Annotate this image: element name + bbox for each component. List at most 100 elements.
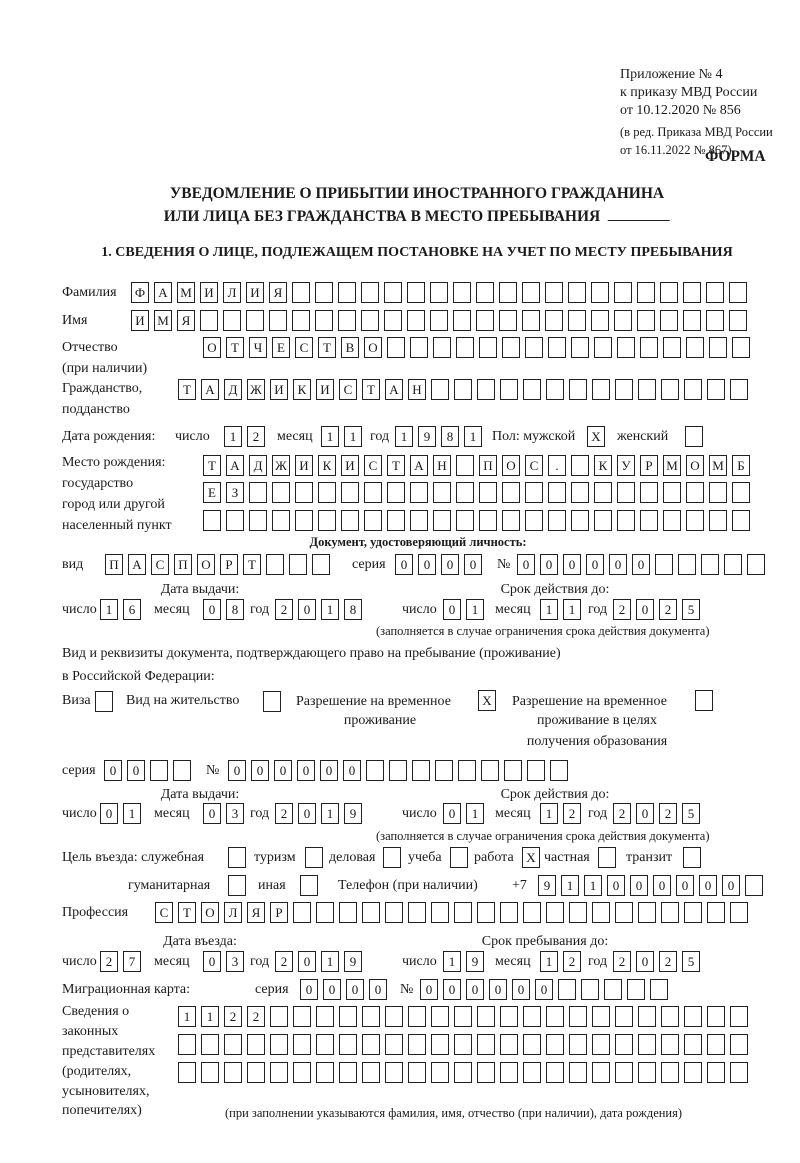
char-cell[interactable] (638, 379, 656, 400)
char-cell[interactable] (686, 337, 704, 358)
char-cell[interactable] (454, 1006, 472, 1027)
char-cell[interactable] (433, 510, 451, 531)
char-cell[interactable]: 1 (395, 426, 413, 447)
char-cell[interactable]: 7 (123, 951, 141, 972)
char-cell[interactable]: 9 (466, 951, 484, 972)
char-cell[interactable]: 0 (443, 979, 461, 1000)
char-cell[interactable]: 2 (613, 803, 631, 824)
char-cell[interactable] (226, 510, 244, 531)
char-cell[interactable] (661, 1006, 679, 1027)
char-cell[interactable]: 0 (104, 760, 122, 781)
char-cell[interactable]: 2 (275, 803, 293, 824)
char-cell[interactable] (316, 1034, 334, 1055)
char-cell[interactable]: 0 (699, 875, 717, 896)
char-cell[interactable] (545, 310, 563, 331)
char-cell[interactable]: 0 (298, 803, 316, 824)
char-cell[interactable]: С (364, 455, 382, 476)
char-cell[interactable] (479, 510, 497, 531)
char-cell[interactable] (362, 1034, 380, 1055)
temp-residence-edu-checkbox[interactable] (695, 690, 718, 711)
char-cell[interactable] (640, 510, 658, 531)
char-cell[interactable]: 0 (464, 554, 482, 575)
purpose-private-checkbox[interactable] (598, 847, 621, 868)
char-cell[interactable]: Н (433, 455, 451, 476)
char-cell[interactable] (546, 379, 564, 400)
char-cell[interactable]: К (293, 379, 311, 400)
char-cell[interactable] (339, 1062, 357, 1083)
char-cell[interactable] (627, 979, 645, 1000)
char-cell[interactable]: 0 (630, 875, 648, 896)
char-cell[interactable]: А (410, 455, 428, 476)
char-cell[interactable] (150, 760, 168, 781)
char-cell[interactable]: 0 (300, 979, 318, 1000)
char-cell[interactable] (523, 1006, 541, 1027)
char-cell[interactable]: З (226, 482, 244, 503)
char-cell[interactable] (293, 1062, 311, 1083)
char-cell[interactable]: Л (224, 902, 242, 923)
char-cell[interactable]: Ж (247, 379, 265, 400)
char-cell[interactable]: И (316, 379, 334, 400)
char-cell[interactable]: В (341, 337, 359, 358)
char-cell[interactable]: 0 (636, 599, 654, 620)
char-cell[interactable]: К (594, 455, 612, 476)
char-cell[interactable]: О (502, 455, 520, 476)
char-cell[interactable]: Я (247, 902, 265, 923)
char-cell[interactable] (730, 379, 748, 400)
char-cell[interactable]: 1 (563, 599, 581, 620)
char-cell[interactable]: 2 (224, 1006, 242, 1027)
char-cell[interactable]: 1 (178, 1006, 196, 1027)
char-cell[interactable] (661, 902, 679, 923)
char-cell[interactable] (730, 1034, 748, 1055)
legal-reps-cells-2[interactable] (178, 1034, 753, 1055)
char-cell[interactable] (558, 979, 576, 1000)
char-cell[interactable] (408, 1006, 426, 1027)
checkbox-box[interactable] (685, 426, 703, 447)
char-cell[interactable]: 0 (203, 951, 221, 972)
purpose-business-checkbox[interactable] (383, 847, 406, 868)
char-cell[interactable]: 0 (346, 979, 364, 1000)
char-cell[interactable] (663, 337, 681, 358)
char-cell[interactable] (525, 510, 543, 531)
char-cell[interactable] (706, 282, 724, 303)
char-cell[interactable] (412, 760, 430, 781)
char-cell[interactable] (548, 482, 566, 503)
char-cell[interactable] (745, 875, 763, 896)
char-cell[interactable] (456, 510, 474, 531)
char-cell[interactable] (385, 1034, 403, 1055)
char-cell[interactable] (269, 310, 287, 331)
char-cell[interactable] (293, 1034, 311, 1055)
sex-male-checkbox[interactable]: X (587, 426, 610, 447)
char-cell[interactable]: 0 (653, 875, 671, 896)
char-cell[interactable]: И (200, 282, 218, 303)
char-cell[interactable]: 0 (535, 979, 553, 1000)
char-cell[interactable] (266, 554, 284, 575)
char-cell[interactable]: М (709, 455, 727, 476)
char-cell[interactable] (341, 510, 359, 531)
char-cell[interactable] (571, 482, 589, 503)
char-cell[interactable] (732, 510, 750, 531)
char-cell[interactable]: 0 (722, 875, 740, 896)
char-cell[interactable]: 0 (609, 554, 627, 575)
char-cell[interactable]: 2 (613, 599, 631, 620)
char-cell[interactable] (523, 1034, 541, 1055)
char-cell[interactable] (655, 554, 673, 575)
char-cell[interactable]: 3 (226, 951, 244, 972)
char-cell[interactable]: 0 (203, 599, 221, 620)
char-cell[interactable] (615, 1062, 633, 1083)
char-cell[interactable] (546, 1006, 564, 1027)
char-cell[interactable]: П (479, 455, 497, 476)
char-cell[interactable]: 0 (586, 554, 604, 575)
char-cell[interactable]: Р (270, 902, 288, 923)
char-cell[interactable] (661, 379, 679, 400)
checkbox-box[interactable] (228, 875, 246, 896)
char-cell[interactable]: Д (249, 455, 267, 476)
